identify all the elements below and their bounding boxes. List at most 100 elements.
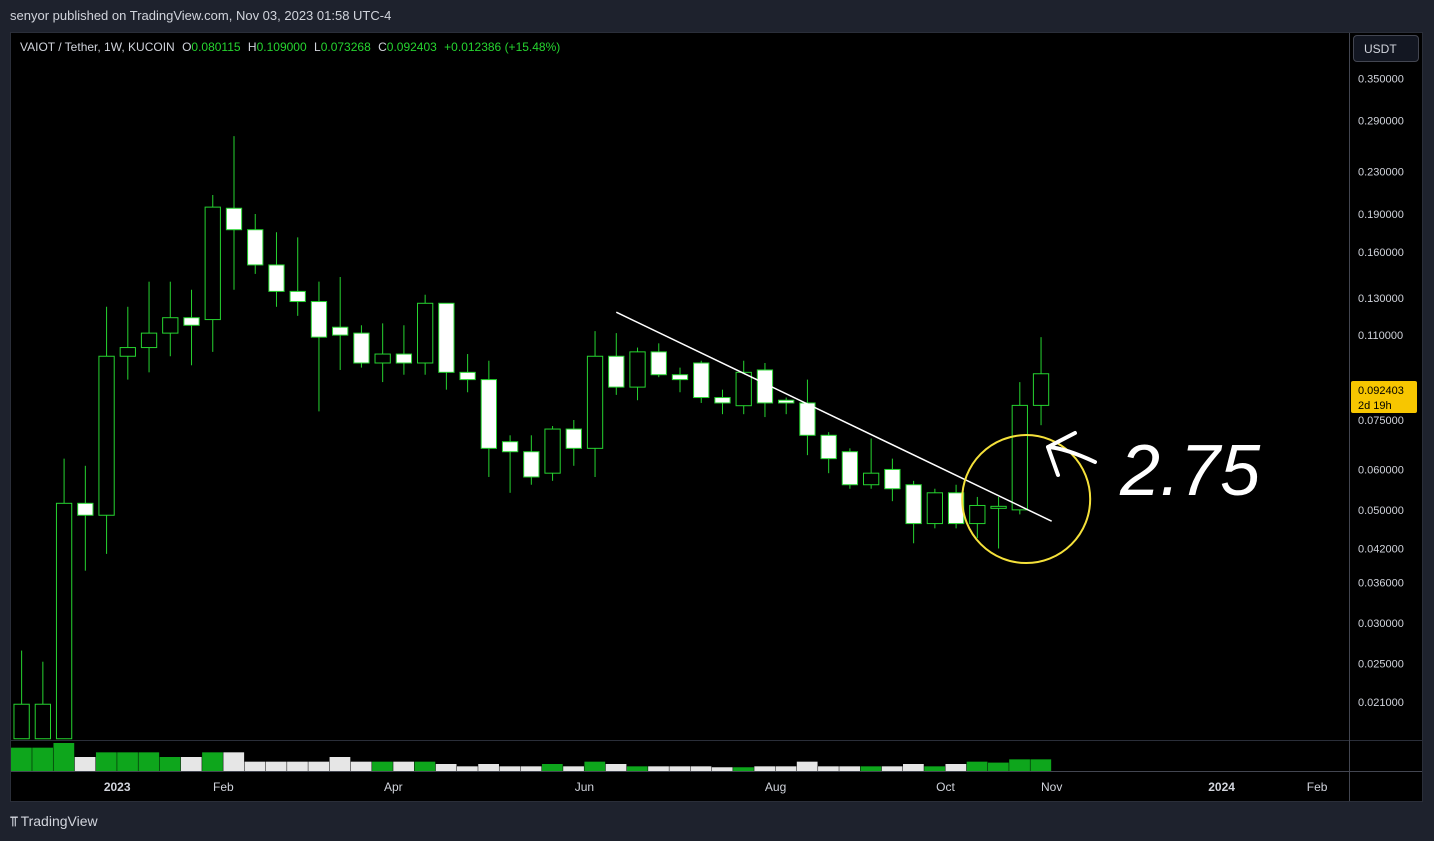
volume-bar <box>393 761 415 771</box>
time-tick-label: Apr <box>384 780 403 794</box>
candle <box>268 232 285 307</box>
candle-body <box>650 351 667 376</box>
candle-body <box>565 428 582 449</box>
volume-bar <box>32 747 53 771</box>
candle-body <box>289 290 306 303</box>
candle <box>55 458 73 740</box>
candle <box>119 306 136 380</box>
handwritten-note: 2.75 <box>1119 431 1261 511</box>
candle <box>990 496 1007 549</box>
last-price-badge: 0.092403 2d 19h <box>1351 381 1417 413</box>
candle-body <box>523 451 540 478</box>
volume-bar <box>903 764 924 771</box>
candle <box>544 425 561 481</box>
candle <box>714 389 731 415</box>
candle <box>225 136 243 290</box>
candle <box>77 465 94 571</box>
volume-bar <box>796 761 818 771</box>
close-value: 0.092403 <box>386 40 437 54</box>
candle-body <box>77 502 94 516</box>
candle-body <box>586 355 604 449</box>
candle <box>820 432 837 474</box>
candle-body <box>204 206 221 321</box>
price-tick-label: 0.190000 <box>1358 209 1404 221</box>
candle-body <box>438 302 455 373</box>
price-axis[interactable]: 0.350000 0.290000 0.230000 0.190000 0.160000… <box>1358 74 1404 709</box>
volume-bar <box>457 766 478 771</box>
price-tick-label: 0.230000 <box>1358 167 1404 179</box>
time-tick-label: 2023 <box>104 780 131 794</box>
currency-button[interactable]: USDT <box>1353 35 1419 62</box>
volume-bar <box>626 766 648 771</box>
candle-body <box>820 434 837 460</box>
candle <box>1032 337 1050 426</box>
candle <box>34 661 52 740</box>
candle <box>480 360 498 477</box>
drawings[interactable]: 2.75 <box>615 311 1261 565</box>
candle-body <box>55 502 73 740</box>
highlight-circle[interactable] <box>961 434 1092 565</box>
volume-bar <box>350 761 372 771</box>
candle-body <box>247 229 264 266</box>
candle <box>395 325 413 375</box>
candle-body <box>353 332 370 364</box>
volume-bar <box>478 764 499 771</box>
candle-body <box>374 353 391 364</box>
candle <box>183 289 200 366</box>
candle-body <box>459 371 476 381</box>
volume-bar <box>690 766 712 771</box>
trendline[interactable] <box>615 311 1052 522</box>
price-tick-label: 0.110000 <box>1358 330 1403 342</box>
candle-body <box>884 468 901 490</box>
volume-bar <box>308 761 330 771</box>
candle <box>778 397 795 415</box>
volume-bar <box>605 764 627 771</box>
candle <box>247 214 264 274</box>
volume-bar <box>74 757 96 771</box>
chart-frame[interactable] <box>10 32 1423 802</box>
candle-body <box>480 379 498 449</box>
tradingview-logo-icon: ⫪ <box>10 813 18 829</box>
candle-body <box>799 402 816 436</box>
volume-bar <box>987 762 1009 771</box>
candle-body <box>140 332 158 349</box>
candle-body <box>969 504 986 525</box>
volume-bar <box>1030 759 1052 771</box>
volume-bar <box>839 766 861 771</box>
volume-bar <box>584 761 606 771</box>
volume-bar <box>711 767 733 771</box>
candle-body <box>693 362 710 399</box>
candle-body <box>735 371 752 407</box>
candle <box>608 333 625 395</box>
candle-body <box>501 441 519 453</box>
candle <box>629 347 646 401</box>
candle-body <box>268 264 285 292</box>
volume-bar <box>202 752 223 771</box>
candle <box>884 458 901 502</box>
low-label: L <box>314 40 321 54</box>
tradingview-brand: TradingView <box>20 813 98 829</box>
published-caption: senyor published on TradingView.com, Nov… <box>10 8 392 23</box>
volume-bar <box>1009 759 1030 771</box>
candle <box>862 438 880 489</box>
candle <box>204 195 221 352</box>
time-tick-label: Oct <box>936 780 955 794</box>
handwritten-arrow <box>1046 431 1097 477</box>
symbol-legend[interactable]: VAIOT / Tether, 1W, KUCOIN O0.080115 H0.… <box>20 40 560 54</box>
tradingview-logo[interactable]: ⫪ TradingView <box>10 813 98 830</box>
candle-body <box>990 505 1007 509</box>
candle-body <box>98 355 115 516</box>
candle <box>438 302 455 390</box>
candle <box>565 420 582 466</box>
time-axis[interactable]: 2023 Feb Apr Jun Aug Oct Nov 2024 Feb <box>104 780 1328 794</box>
candle <box>98 306 115 554</box>
candle <box>140 281 158 373</box>
candle-body <box>862 472 880 486</box>
time-tick-label: 2024 <box>1208 780 1235 794</box>
price-tick-label: 0.350000 <box>1358 74 1404 86</box>
candles[interactable] <box>13 136 1050 740</box>
time-tick-label: Nov <box>1041 780 1062 794</box>
time-tick-label: Feb <box>213 780 234 794</box>
volume-bar <box>733 767 754 771</box>
